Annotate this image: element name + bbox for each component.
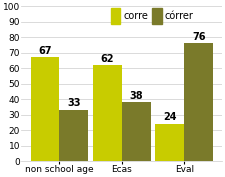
Bar bbox=[31, 57, 59, 161]
Text: 76: 76 bbox=[192, 32, 205, 42]
Legend: corre, córrer: corre, córrer bbox=[111, 8, 194, 24]
Bar bbox=[93, 65, 122, 161]
Bar bbox=[59, 110, 88, 161]
Text: 38: 38 bbox=[129, 91, 143, 101]
Bar bbox=[184, 43, 213, 161]
Text: 67: 67 bbox=[38, 46, 52, 56]
Bar bbox=[122, 102, 151, 161]
Text: 24: 24 bbox=[163, 112, 176, 122]
Text: 62: 62 bbox=[101, 54, 114, 64]
Text: 33: 33 bbox=[67, 98, 81, 109]
Bar bbox=[155, 124, 184, 161]
